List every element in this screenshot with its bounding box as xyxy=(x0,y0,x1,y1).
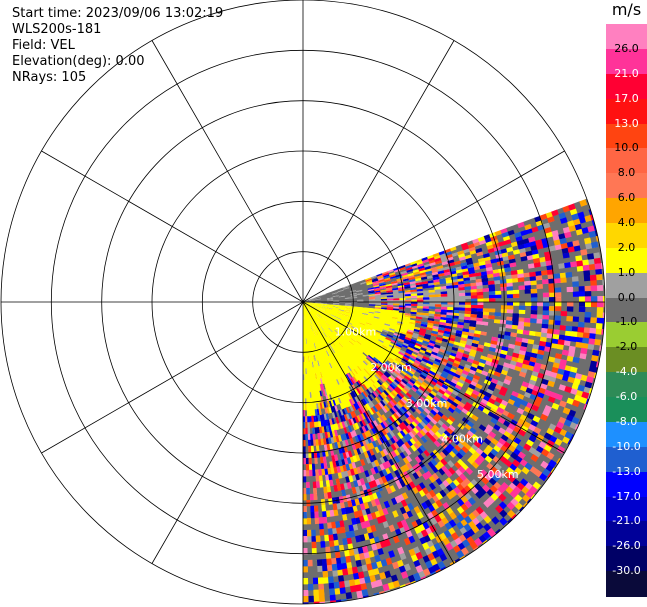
range-label-2: 2.00km xyxy=(370,361,412,374)
colorbar-scale: 26.0 21.0 17.0 13.0 10.0 8.0 6.0 4.0 2.0 1.0 0.0 -1… xyxy=(606,24,647,597)
colorbar-unit: m/s xyxy=(611,0,642,19)
colorbar-tick-label: -8.0 xyxy=(615,414,638,428)
colorbar-segment xyxy=(606,24,647,50)
range-label-3: 3.00km xyxy=(406,397,448,410)
colorbar-segment xyxy=(606,223,647,249)
ppi-plot[interactable]: 1.00km 2.00km 3.00km 4.00km 5.00km xyxy=(0,0,607,607)
start-time-label: Start time: 2023/09/06 13:02:19 xyxy=(12,6,224,21)
colorbar-segment xyxy=(606,471,647,498)
colorbar-segment xyxy=(606,496,647,522)
sector-cells-0 xyxy=(302,198,605,604)
colorbar-tick-label: 26.0 xyxy=(614,41,639,55)
colorbar-segment xyxy=(606,421,647,448)
colorbar-tick-label: 1.0 xyxy=(617,265,636,279)
colorbar-segment xyxy=(606,148,647,174)
colorbar-tick-label: 17.0 xyxy=(614,91,639,105)
sector-cells-12 xyxy=(302,221,604,592)
azimuth-line-150 xyxy=(302,301,455,564)
azimuth-line-30 xyxy=(302,40,455,303)
colorbar-tick-label: 4.0 xyxy=(617,216,636,229)
colorbar-segment xyxy=(606,297,647,324)
azimuth-line-60 xyxy=(302,150,565,303)
colorbar-tick-label: 13.0 xyxy=(614,116,639,130)
colorbar-tick-label: 2.0 xyxy=(617,240,636,254)
colorbar-segment xyxy=(606,173,647,199)
colorbar-tick-label: -21.0 xyxy=(612,514,641,528)
colorbar-tick-label: 8.0 xyxy=(617,166,636,180)
colorbar-tick-label: 10.0 xyxy=(614,141,639,155)
azimuth-line-330 xyxy=(151,40,304,303)
colorbar-tick-label: -30.0 xyxy=(612,564,641,578)
colorbar-tick-label: -26.0 xyxy=(612,539,641,553)
azimuth-line-240 xyxy=(41,301,304,454)
range-label-5: 5.00km xyxy=(477,468,519,481)
elevation-label: Elevation(deg): 0.00 xyxy=(12,54,145,69)
colorbar-segment xyxy=(606,272,647,299)
colorbar-tick-label: -13.0 xyxy=(612,464,641,478)
field-label: Field: VEL xyxy=(12,38,75,53)
colorbar-segment xyxy=(606,322,647,348)
sector-cells-1 xyxy=(302,222,605,604)
instrument-label: WLS200s-181 xyxy=(12,22,102,37)
colorbar-segment xyxy=(606,571,647,597)
range-label-4: 4.00km xyxy=(441,432,483,445)
colorbar-tick-label: 6.0 xyxy=(617,191,636,205)
colorbar-tick-label: 0.0 xyxy=(617,290,636,304)
sector-cells-6 xyxy=(302,211,605,602)
sector-cells-13 xyxy=(302,212,599,602)
colorbar-tick-label: -4.0 xyxy=(615,365,638,379)
sector-cells-8 xyxy=(302,208,605,588)
velocity-colorbar: m/s 26.0 21.0 17.0 13.0 10.0 8.0 6.0 4.0 2.0 1.0 0… xyxy=(606,0,647,607)
colorbar-segment xyxy=(606,546,647,572)
sector-cells-4 xyxy=(302,240,605,595)
colorbar-segment xyxy=(606,48,647,75)
colorbar-tick-label: -10.0 xyxy=(612,439,641,453)
range-label-1: 1.00km xyxy=(335,326,377,339)
colorbar-tick-label: -1.0 xyxy=(615,315,638,329)
colorbar-tick-label: -17.0 xyxy=(612,489,641,503)
azimuth-line-300 xyxy=(41,150,304,303)
colorbar-segment xyxy=(606,372,647,398)
colorbar-segment xyxy=(606,397,647,423)
colorbar-segment xyxy=(606,347,647,373)
colorbar-tick-label: -2.0 xyxy=(615,340,638,354)
azimuth-line-210 xyxy=(151,301,304,564)
nrays-label: NRays: 105 xyxy=(12,70,87,85)
polar-grid xyxy=(0,0,606,605)
colorbar-segment xyxy=(606,98,647,125)
velocity-sector-data xyxy=(302,198,605,604)
colorbar-segment xyxy=(606,521,647,547)
colorbar-segment xyxy=(606,73,647,100)
sector-cells-10 xyxy=(302,205,598,591)
colorbar-segment xyxy=(606,198,647,224)
colorbar-segment xyxy=(606,446,647,473)
colorbar-tick-label: 21.0 xyxy=(614,66,639,80)
range-ring-labels: 1.00km 2.00km 3.00km 4.00km 5.00km xyxy=(335,326,519,481)
colorbar-tick-label: -6.0 xyxy=(615,390,638,403)
azimuth-line-120 xyxy=(302,301,565,454)
colorbar-segment xyxy=(606,247,647,274)
scan-info-panel: Start time: 2023/09/06 13:02:19 WLS200s-… xyxy=(12,6,223,86)
colorbar-segment xyxy=(606,123,647,149)
